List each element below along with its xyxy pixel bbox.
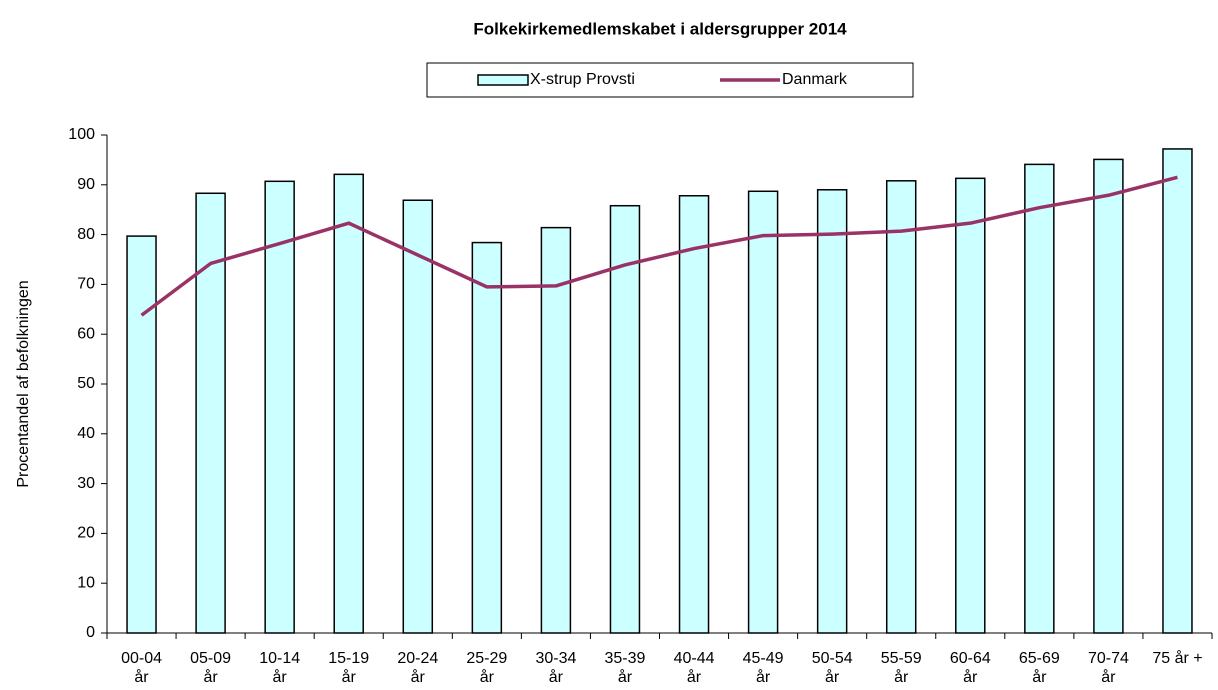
x-tick-label: 20-24 år (397, 650, 439, 686)
y-tick-label: 40 (77, 425, 95, 442)
x-tick-label: 10-14 år (259, 650, 301, 686)
x-tick-label: 15-19 år (328, 650, 370, 686)
x-tick-label: 55-59 år (880, 650, 922, 686)
y-tick-label: 20 (77, 525, 95, 542)
x-tick-label: 30-34 år (535, 650, 577, 686)
legend-swatch (477, 74, 529, 86)
bar (609, 204, 641, 634)
line (140, 175, 1178, 317)
y-tick-label: 50 (77, 375, 95, 392)
bar (402, 199, 434, 634)
x-tick-label: 75 år + (1152, 650, 1203, 667)
y-tick-label: 30 (77, 475, 95, 492)
y-tick-label: 60 (77, 325, 95, 342)
y-tick-label: 80 (77, 226, 95, 243)
bar (1162, 148, 1193, 634)
bar (195, 192, 226, 634)
y-tick-label: 0 (86, 624, 95, 641)
bar (678, 195, 710, 634)
bar (1093, 158, 1124, 634)
bar (885, 180, 917, 634)
x-tick-label: 25-29 år (466, 650, 508, 686)
bar (126, 235, 157, 634)
bar (747, 190, 779, 634)
x-tick-label: 50-54 år (811, 650, 853, 686)
x-tick-label: 70-74 år (1087, 650, 1129, 686)
x-tick-label: 40-44 år (673, 650, 715, 686)
bar (955, 177, 986, 634)
y-axis-label: Procentandel af befolkningen (15, 280, 32, 487)
y-tick-label: 70 (77, 276, 95, 293)
x-tick-label: 45-49 år (742, 650, 784, 686)
y-tick-label: 10 (77, 574, 95, 591)
legend-label: Danmark (782, 71, 848, 88)
bar (540, 226, 572, 634)
x-tick-label: 05-09 år (190, 650, 232, 686)
x-tick-label: 00-04 år (121, 650, 162, 686)
y-tick-label: 100 (68, 126, 95, 143)
chart-title: Folkekirkemedlemskabet i aldersgrupper 2… (473, 19, 847, 38)
x-tick-label: 65-69 år (1018, 650, 1060, 686)
bar (264, 180, 295, 634)
x-tick-label: 35-39 år (604, 650, 646, 686)
bar (1024, 163, 1055, 634)
bar (816, 189, 848, 634)
x-tick-label: 60-64 år (949, 650, 991, 686)
bar (333, 173, 364, 634)
bar (471, 241, 503, 634)
y-tick-label: 90 (77, 176, 95, 193)
legend-label: X-strup Provsti (530, 71, 635, 88)
